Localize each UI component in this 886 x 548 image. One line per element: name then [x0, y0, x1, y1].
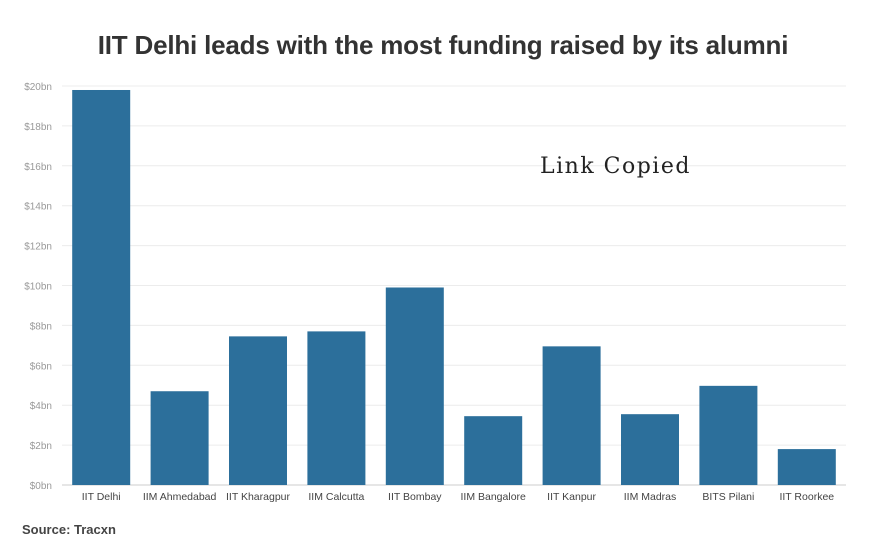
y-axis: $0bn $2bn $4bn $6bn $8bn $10bn $12bn $14bn $16bn… [24, 82, 52, 492]
bars [72, 89, 836, 486]
bar [542, 346, 601, 485]
x-tick-label: IIM Calcutta [308, 491, 364, 503]
y-tick-label: $18bn [24, 122, 52, 133]
chart-title: IIT Delhi leads with the most funding ra… [97, 30, 789, 60]
x-tick-label: IIT Roorkee [779, 491, 834, 503]
x-tick-label: IIT Kanpur [547, 491, 596, 503]
y-tick-label: $6bn [30, 361, 52, 372]
x-tick-label: IIT Delhi [82, 491, 121, 503]
y-tick-label: $20bn [24, 82, 52, 93]
bar [307, 331, 366, 485]
bar [621, 414, 679, 485]
bar [229, 336, 287, 485]
x-tick-label: IIT Kharagpur [226, 491, 291, 503]
bar [72, 89, 131, 486]
bar [777, 449, 836, 485]
bar [385, 287, 444, 485]
y-tick-label: $10bn [24, 282, 52, 293]
source-note: Source: Tracxn [22, 522, 116, 537]
x-tick-label: IIM Ahmedabad [143, 491, 217, 503]
y-tick-label: $16bn [24, 162, 52, 173]
x-tick-label: IIM Madras [624, 491, 677, 503]
link-copied-toast: Link Copied [540, 154, 691, 179]
y-tick-label: $14bn [24, 202, 52, 213]
y-tick-label: $0bn [30, 481, 52, 492]
y-tick-label: $2bn [30, 441, 52, 452]
x-tick-label: IIT Bombay [388, 491, 442, 503]
y-tick-label: $8bn [30, 321, 52, 332]
y-tick-label: $4bn [30, 401, 52, 412]
x-tick-label: BITS Pilani [702, 491, 754, 503]
bar [464, 416, 523, 485]
bar [699, 385, 758, 485]
y-tick-label: $12bn [24, 242, 52, 253]
x-tick-label: IIM Bangalore [461, 491, 527, 503]
bar [150, 391, 209, 485]
x-axis: IIT Delhi IIM Ahmedabad IIT Kharagpur IIM C… [82, 491, 835, 503]
